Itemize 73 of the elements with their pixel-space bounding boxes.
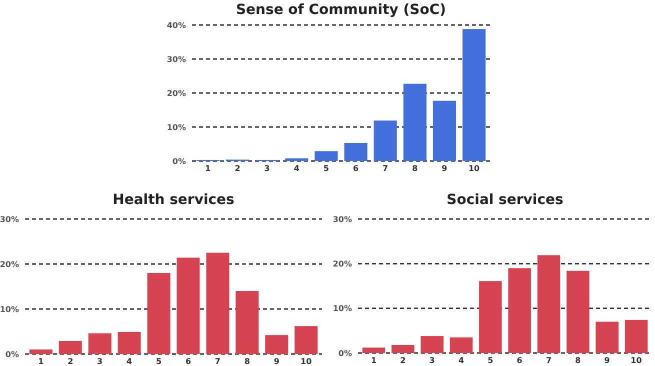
bar: [88, 333, 112, 354]
bar: [432, 100, 456, 161]
bar: [566, 270, 590, 353]
x-tick-label: 7: [214, 357, 220, 366]
y-tick-label: 10%: [0, 304, 19, 314]
chart-title: Social services: [446, 192, 564, 208]
bar: [344, 142, 368, 161]
x-tick-label: 9: [604, 356, 610, 365]
x-tick-label: 1: [370, 356, 377, 365]
x-tick-label: 10: [300, 357, 312, 366]
x-tick-label: 7: [546, 356, 552, 365]
x-tick-label: 3: [97, 357, 103, 366]
x-tick-label: 8: [575, 356, 582, 365]
bar: [294, 326, 318, 354]
x-tick-label: 8: [244, 357, 250, 366]
x-tick-label: 2: [68, 357, 74, 366]
bar: [176, 258, 200, 354]
y-tick-label: 40%: [166, 20, 186, 30]
y-tick-label: 30%: [166, 54, 186, 64]
x-tick-label: 1: [205, 164, 212, 173]
bar: [450, 337, 473, 353]
x-tick-label: 6: [516, 356, 523, 365]
x-tick-label: 7: [382, 164, 388, 173]
x-tick-label: 5: [323, 164, 330, 173]
bar: [118, 332, 141, 354]
x-tick-label: 6: [185, 357, 192, 366]
bar: [508, 268, 531, 353]
bar: [624, 320, 648, 353]
bar: [265, 335, 288, 354]
x-tick-label: 3: [429, 356, 435, 365]
y-tick-label: 10%: [332, 304, 352, 314]
x-tick-label: 6: [352, 164, 359, 173]
x-tick-label: 5: [156, 357, 162, 366]
x-tick-label: 10: [630, 356, 642, 365]
y-tick-label: 20%: [166, 88, 186, 98]
bar: [147, 273, 170, 354]
y-tick-label: 20%: [0, 260, 19, 269]
bar: [537, 255, 560, 353]
bar: [403, 84, 426, 161]
bar: [479, 281, 502, 353]
y-tick-label: 10%: [166, 122, 186, 132]
bar: [596, 322, 618, 353]
x-tick-label: 4: [294, 164, 300, 173]
x-tick-label: 1: [38, 357, 44, 366]
bar: [420, 336, 444, 353]
x-tick-label: 2: [400, 356, 406, 365]
bar: [206, 252, 230, 354]
y-tick-label: 30%: [0, 214, 19, 224]
chart-title: Sense of Community (SoC): [236, 2, 446, 18]
bar: [392, 344, 414, 353]
x-tick-label: 5: [488, 356, 494, 365]
y-tick-label: 20%: [332, 259, 352, 268]
x-tick-label: 9: [274, 357, 280, 366]
x-tick-label: 10: [468, 164, 480, 173]
chart-title: Health services: [112, 192, 234, 208]
x-tick-label: 9: [442, 164, 448, 173]
x-tick-label: 4: [458, 356, 464, 365]
bar: [236, 291, 259, 354]
x-tick-label: 8: [412, 164, 418, 173]
y-tick-label: 0%: [5, 350, 19, 359]
bar: [374, 120, 397, 161]
bar: [285, 158, 308, 161]
bar: [362, 348, 386, 353]
bar: [314, 151, 338, 161]
x-tick-label: 3: [264, 164, 270, 173]
bar: [462, 29, 486, 161]
bar: [58, 340, 82, 354]
x-tick-label: 2: [234, 164, 240, 173]
bar: [29, 350, 52, 354]
y-tick-label: 30%: [332, 214, 352, 224]
x-tick-label: 4: [126, 357, 133, 366]
y-tick-label: 0%: [338, 348, 352, 358]
y-tick-label: 0%: [172, 156, 186, 166]
